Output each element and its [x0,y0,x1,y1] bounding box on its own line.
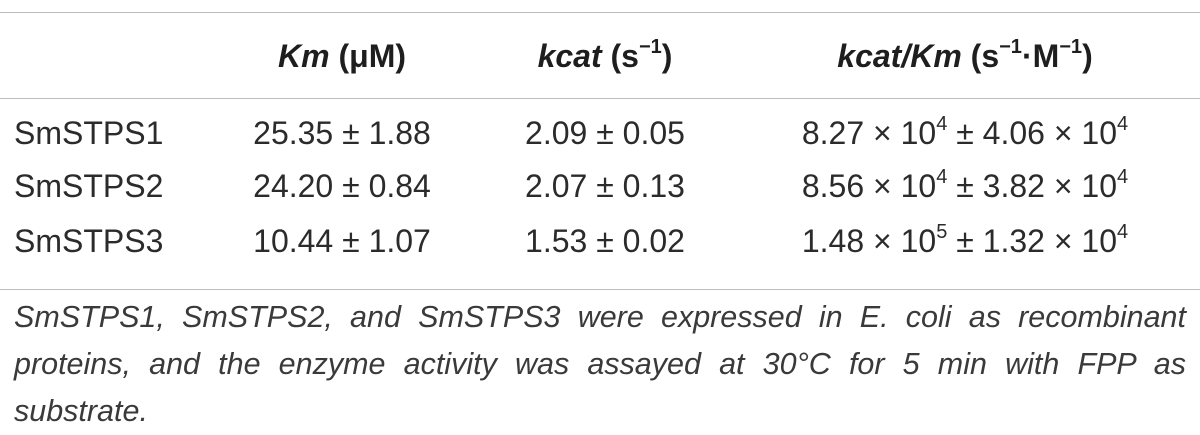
cell-kcat: 2.09 ± 0.05 [525,115,685,151]
cell-kcat-km: 8.27 × 104 ± 4.06 × 104 [801,113,1129,151]
table-footnote: SmSTPS1, SmSTPS2, and SmSTPS3 were expre… [14,300,1186,428]
table-header-rule [0,98,1200,99]
header-kcat: kcat (s−1) [537,36,673,74]
header-kcat-km: kcat/Km (s−1·M−1) [837,36,1093,74]
cell-kcat-km: 1.48 × 105 ± 1.32 × 104 [801,221,1129,259]
cell-km: 25.35 ± 1.88 [253,115,431,151]
row-label: SmSTPS1 [14,115,164,151]
cell-km: 10.44 ± 1.07 [253,223,431,259]
row-label: SmSTPS2 [14,168,164,204]
table-bottom-rule [0,289,1200,290]
cell-kcat-km: 8.56 × 104 ± 3.82 × 104 [801,166,1129,204]
header-km: Km (μM) [278,38,406,74]
cell-kcat: 2.07 ± 0.13 [525,168,685,204]
row-label: SmSTPS3 [14,223,164,259]
cell-km: 24.20 ± 0.84 [253,168,431,204]
table-top-rule [0,12,1200,13]
cell-kcat: 1.53 ± 0.02 [525,223,685,259]
